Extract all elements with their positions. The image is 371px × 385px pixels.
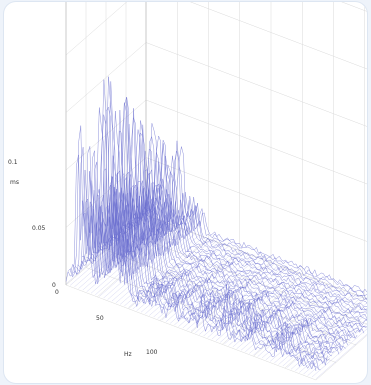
- back-wall-gridline: [341, 2, 367, 12]
- time-line: [186, 259, 267, 330]
- time-line: [232, 276, 313, 348]
- time-line: [174, 254, 255, 326]
- time-line: [103, 227, 184, 299]
- spectrum-line: [72, 106, 324, 364]
- time-line: [274, 292, 355, 364]
- x-tick-0: 0: [55, 289, 59, 296]
- time-line: [253, 284, 334, 356]
- time-line: [65, 213, 147, 284]
- time-line: [178, 256, 259, 327]
- time-line: [120, 234, 201, 305]
- time-line: [124, 235, 205, 307]
- time-line: [132, 238, 213, 310]
- z-tick-0.05: 0.05: [32, 225, 46, 232]
- time-line: [78, 218, 159, 289]
- time-line: [240, 280, 322, 351]
- time-line: [195, 262, 276, 334]
- time-line: [303, 318, 367, 375]
- floor-gridline: [65, 284, 317, 381]
- axes: 0.1 ms 0.05 0 0 50 Hz 100: [8, 159, 158, 358]
- back-wall-gridline: [190, 2, 367, 70]
- time-line: [95, 224, 176, 296]
- grid: [65, 2, 367, 381]
- x-axis-label: Hz: [124, 351, 132, 358]
- time-line: [145, 243, 226, 315]
- time-line: [190, 261, 272, 332]
- time-line: [149, 245, 230, 316]
- time-line: [236, 278, 317, 349]
- time-line: [99, 226, 180, 297]
- z-tick-0: 0: [52, 282, 56, 289]
- time-line: [249, 283, 330, 354]
- waterfall-chart: 0.1 ms 0.05 0 0 50 Hz 100: [8, 2, 367, 381]
- x-tick-50: 50: [96, 315, 104, 322]
- spectrum-line: [132, 155, 367, 312]
- back-wall-gridline: [145, 42, 367, 127]
- time-line: [278, 294, 359, 365]
- spectrum-line: [145, 146, 367, 294]
- time-line: [111, 231, 192, 302]
- time-line: [265, 289, 347, 360]
- time-line: [182, 257, 263, 329]
- spectra: [65, 76, 367, 379]
- time-line: [86, 221, 167, 292]
- floor-gridline: [145, 214, 367, 300]
- time-line: [245, 281, 326, 353]
- spectrum-line: [81, 110, 333, 357]
- time-line: [290, 302, 367, 370]
- time-line: [128, 237, 209, 308]
- time-line: [157, 248, 238, 319]
- time-line: [299, 313, 367, 373]
- time-line: [207, 267, 288, 338]
- chart-panel: 0.1 ms 0.05 0 0 50 Hz 100: [4, 2, 367, 383]
- spectrum-line: [125, 161, 367, 319]
- time-line: [228, 275, 309, 346]
- time-line: [199, 264, 280, 335]
- time-line: [315, 333, 367, 379]
- spectrum-line: [68, 114, 319, 369]
- time-line: [307, 323, 367, 376]
- spectrum-line: [104, 132, 355, 338]
- time-line: [295, 307, 367, 372]
- time-line: [161, 250, 242, 321]
- time-line: [261, 288, 342, 359]
- time-line: [215, 270, 297, 341]
- time-line: [74, 216, 155, 288]
- time-line: [286, 297, 367, 368]
- back-wall-gridline: [145, 99, 367, 185]
- time-line: [82, 219, 163, 291]
- time-line: [70, 215, 151, 286]
- time-line: [107, 229, 188, 300]
- spectrum-line: [70, 79, 321, 371]
- time-line: [211, 269, 292, 340]
- time-line: [90, 223, 172, 294]
- time-line: [170, 253, 251, 324]
- time-line: [153, 246, 234, 318]
- x-tick-100: 100: [146, 349, 158, 356]
- time-line: [282, 295, 363, 367]
- z-tick-0.1: 0.1: [8, 159, 18, 166]
- time-line: [115, 232, 197, 303]
- back-wall-gridline: [145, 157, 367, 242]
- time-line: [224, 273, 305, 345]
- z-axis-label: ms: [10, 179, 19, 186]
- time-line: [165, 251, 247, 322]
- time-line: [220, 272, 301, 343]
- time-line: [257, 286, 338, 357]
- time-line: [311, 328, 367, 378]
- time-line: [203, 265, 284, 337]
- spectrum-line: [134, 164, 367, 307]
- time-line: [136, 240, 217, 311]
- time-line: [270, 291, 351, 362]
- time-line: [140, 242, 222, 313]
- spectrum-line: [65, 107, 317, 372]
- spectrum-line: [129, 143, 367, 311]
